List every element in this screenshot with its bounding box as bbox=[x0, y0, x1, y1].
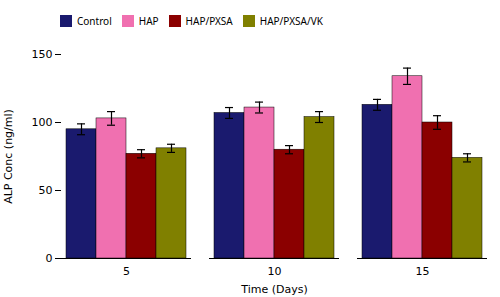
svg-text:Time (Days): Time (Days) bbox=[240, 283, 307, 296]
svg-text:10: 10 bbox=[268, 265, 282, 278]
svg-text:50: 50 bbox=[39, 184, 53, 197]
svg-text:0: 0 bbox=[46, 252, 53, 265]
svg-text:ALP Conc (ng/ml): ALP Conc (ng/ml) bbox=[2, 109, 15, 204]
svg-text:5: 5 bbox=[123, 265, 130, 278]
html-text:HAP/PXSA: HAP/PXSA bbox=[185, 13, 233, 28]
svg-text:15: 15 bbox=[416, 265, 430, 278]
svg-text:150: 150 bbox=[32, 48, 53, 61]
svg-text:100: 100 bbox=[32, 116, 53, 129]
html-text:Control: Control bbox=[77, 13, 112, 28]
html-text:HAP/PXSA/VK: HAP/PXSA/VK bbox=[259, 13, 323, 28]
html-text:HAP: HAP bbox=[138, 13, 159, 28]
